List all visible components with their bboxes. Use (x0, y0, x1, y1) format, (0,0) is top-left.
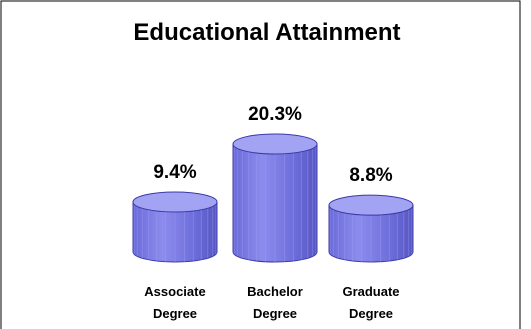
category-label-line: Degree (253, 306, 297, 321)
category-label-line: Graduate (342, 284, 399, 299)
bars-layer (132, 133, 414, 263)
category-label-line: Associate (144, 284, 205, 299)
bar-1 (132, 191, 218, 263)
bar-top (232, 133, 318, 155)
data-label-1: 9.4% (153, 162, 196, 183)
chart-title: Educational Attainment (133, 19, 400, 46)
data-label-2: 20.3% (248, 104, 302, 125)
category-label-line: Degree (153, 306, 197, 321)
bar-3 (328, 194, 414, 263)
category-label-3: Graduate Degree (342, 284, 399, 321)
bar-top (328, 194, 414, 216)
bar-top (132, 191, 218, 213)
category-label-line: Bachelor (247, 284, 303, 299)
bar-2 (232, 133, 318, 263)
category-label-1: Associate Degree (144, 284, 205, 321)
category-label-line: Degree (349, 306, 393, 321)
category-label-2: Bachelor Degree (247, 284, 303, 321)
data-label-3: 8.8% (349, 165, 392, 186)
labels-layer: 9.4% Associate Degree 20.3% Bachelor Degree 8.… (144, 104, 399, 321)
